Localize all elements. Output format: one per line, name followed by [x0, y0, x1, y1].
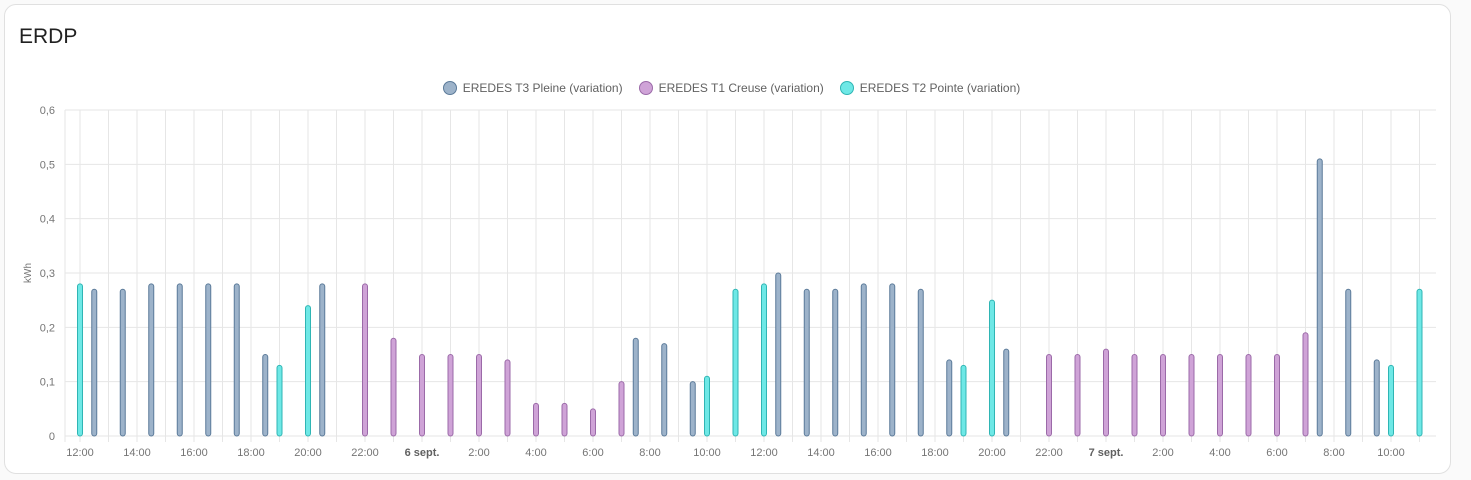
bar-pleine: [689, 381, 696, 437]
x-tick-label: 22:00: [351, 447, 379, 459]
bar-pointe: [761, 283, 767, 437]
legend-swatch-creuse: [638, 81, 653, 95]
bar-pointe: [77, 283, 83, 437]
x-tick-label: 8:00: [639, 447, 660, 459]
legend-label-creuse: EREDES T1 Creuse (variation): [658, 81, 824, 95]
x-tick-label: 20:00: [978, 447, 1006, 459]
bar-pointe: [305, 305, 311, 437]
chart-legend: EREDES T3 Pleine (variation) EREDES T1 C…: [0, 76, 1463, 100]
bar-creuse: [390, 337, 397, 437]
bar-creuse: [504, 359, 511, 437]
x-tick-label: 2:00: [468, 447, 489, 459]
x-tick-label: 18:00: [921, 447, 949, 459]
x-tick-label: 16:00: [864, 447, 892, 459]
x-tick-label: 12:00: [66, 447, 94, 459]
bar-creuse: [618, 381, 625, 437]
bar-pointe: [960, 364, 967, 437]
bar-pointe: [1416, 288, 1423, 437]
chart-card: ERDP: [4, 4, 1451, 474]
bar-pleine: [661, 343, 668, 437]
legend-label-pleine: EREDES T3 Pleine (variation): [462, 81, 623, 95]
bar-creuse: [1046, 354, 1052, 437]
bar-pleine: [917, 288, 924, 437]
bar-pleine: [176, 283, 183, 437]
y-tick-label: 0: [49, 431, 55, 443]
bar-pleine: [632, 337, 639, 437]
card-title: ERDP: [19, 25, 78, 48]
bar-pleine: [775, 272, 782, 437]
bar-pleine: [1345, 288, 1352, 437]
x-tick-label: 12:00: [750, 447, 778, 459]
x-tick-label: 14:00: [807, 447, 835, 459]
bar-creuse: [1103, 348, 1109, 437]
bar-pleine: [319, 283, 326, 437]
x-tick-label: 4:00: [525, 447, 546, 459]
legend-item-pointe[interactable]: EREDES T2 Pointe (variation): [839, 81, 1021, 95]
bar-pleine: [860, 283, 867, 437]
bar-creuse: [1131, 354, 1138, 437]
y-tick-label: 0,2: [40, 322, 55, 334]
legend-swatch-pointe: [839, 81, 854, 95]
x-tick-label: 6:00: [582, 447, 603, 459]
bar-pleine: [946, 359, 953, 437]
x-tick-label-date: 7 sept.: [1089, 447, 1124, 459]
x-tick-label: 18:00: [237, 447, 265, 459]
bar-creuse: [419, 354, 425, 437]
bar-creuse: [447, 354, 454, 437]
bar-pointe: [989, 299, 995, 437]
x-tick-label: 22:00: [1035, 447, 1063, 459]
bar-pleine: [119, 288, 126, 437]
legend-item-creuse[interactable]: EREDES T1 Creuse (variation): [638, 81, 824, 95]
bar-creuse: [362, 283, 368, 437]
y-tick-label: 0,5: [40, 159, 55, 171]
bar-creuse: [1217, 354, 1223, 437]
y-axis-title: kWh: [23, 263, 34, 283]
bar-creuse: [561, 402, 568, 437]
x-tick-label: 4:00: [1209, 447, 1230, 459]
bar-creuse: [1274, 354, 1280, 437]
x-tick-label: 6:00: [1266, 447, 1287, 459]
legend-label-pointe: EREDES T2 Pointe (variation): [859, 81, 1021, 95]
bar-creuse: [476, 354, 482, 437]
bar-creuse: [533, 402, 539, 437]
bar-pleine: [832, 288, 839, 437]
bar-creuse: [1160, 354, 1166, 437]
bar-pleine: [91, 288, 98, 437]
bar-pleine: [1003, 348, 1010, 437]
legend-swatch-pleine: [442, 81, 457, 95]
legend-item-pleine[interactable]: EREDES T3 Pleine (variation): [442, 81, 623, 95]
bar-pleine: [889, 283, 896, 437]
bar-creuse: [590, 408, 596, 437]
bar-pointe: [276, 364, 283, 437]
x-tick-label-date: 6 sept.: [405, 447, 440, 459]
bar-pleine: [262, 354, 269, 437]
bar-creuse: [1188, 354, 1195, 437]
x-tick-label: 14:00: [123, 447, 151, 459]
bar-pointe: [1388, 364, 1394, 437]
bar-creuse: [1302, 332, 1309, 437]
bar-pleine: [803, 288, 810, 437]
bar-pleine: [205, 283, 212, 437]
bar-pleine: [233, 283, 240, 437]
bar-pleine: [148, 283, 155, 437]
bar-pointe: [704, 375, 710, 437]
bar-creuse: [1074, 354, 1081, 437]
y-tick-label: 0,1: [40, 377, 55, 389]
x-tick-label: 20:00: [294, 447, 322, 459]
y-tick-label: 0,6: [40, 105, 55, 117]
y-tick-label: 0,3: [40, 268, 55, 280]
bar-pleine: [1316, 158, 1323, 437]
x-tick-label: 8:00: [1323, 447, 1344, 459]
y-tick-label: 0,4: [40, 214, 55, 226]
bar-pleine: [1373, 359, 1380, 437]
x-tick-label: 16:00: [180, 447, 208, 459]
x-tick-label: 10:00: [693, 447, 721, 459]
x-tick-label: 2:00: [1152, 447, 1173, 459]
bar-pointe: [732, 288, 739, 437]
bar-creuse: [1245, 354, 1252, 437]
x-tick-label: 10:00: [1377, 447, 1405, 459]
